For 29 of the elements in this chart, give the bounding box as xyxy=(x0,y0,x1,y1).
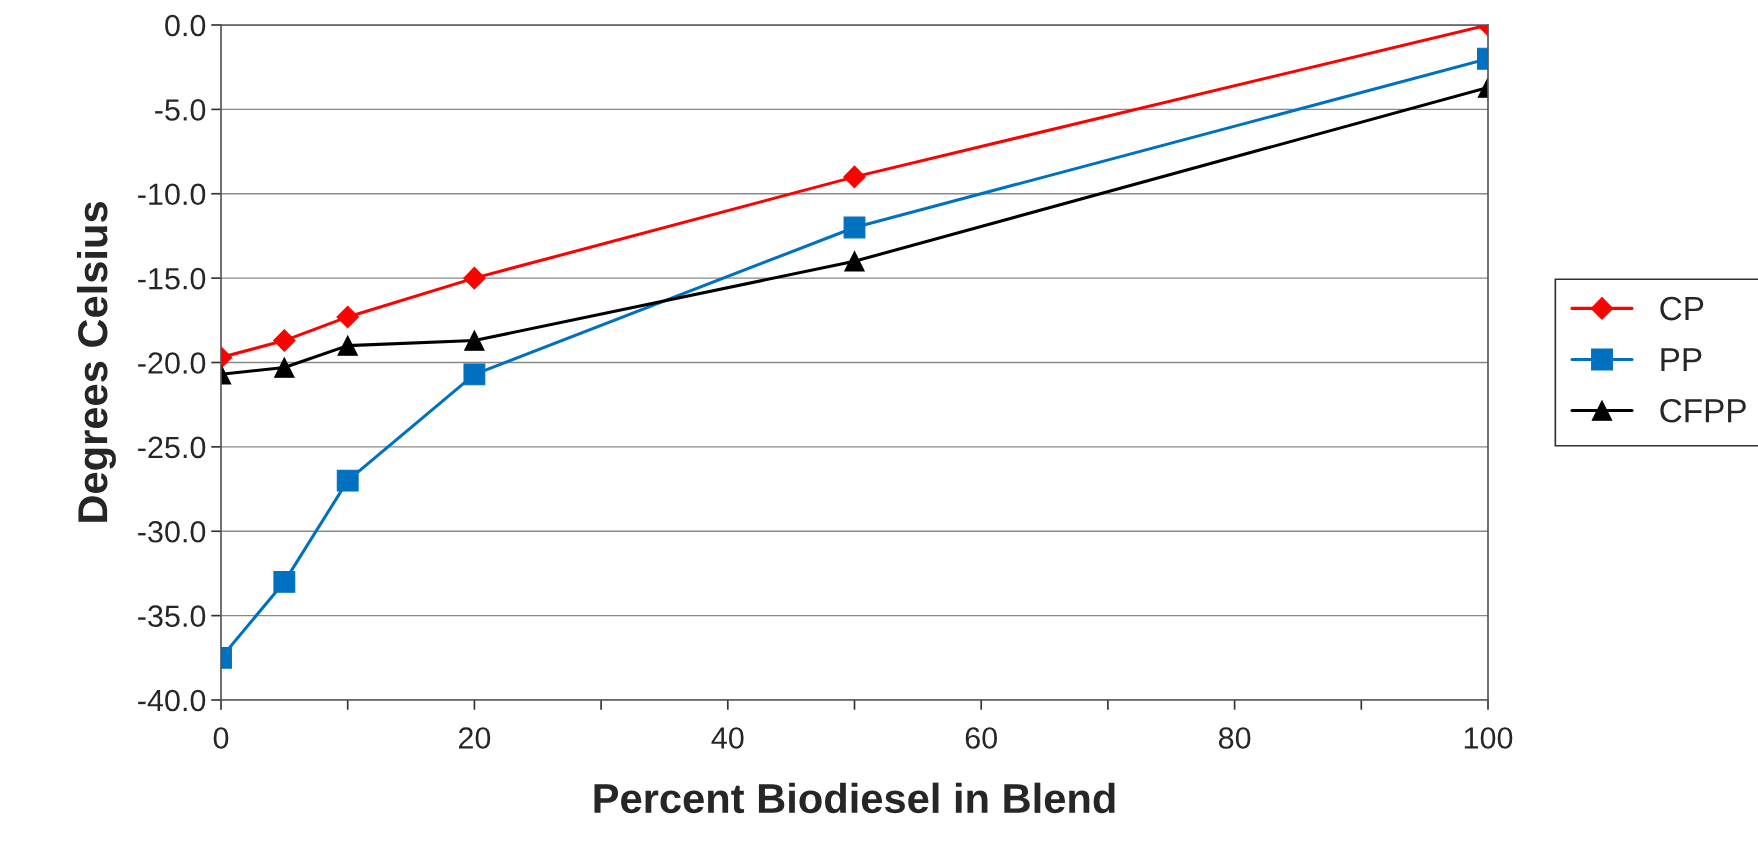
y-tick-label: -5.0 xyxy=(155,99,206,121)
x-axis-title: Percent Biodiesel in Blend xyxy=(594,782,1115,814)
legend-label: CP xyxy=(1660,296,1704,321)
y-axis-title: Degrees Celsius xyxy=(76,202,116,522)
y-tick-label: -10.0 xyxy=(138,183,206,206)
y-tick-label: -20.0 xyxy=(138,352,206,374)
y-tick-label: -35.0 xyxy=(138,605,206,627)
point xyxy=(464,330,485,351)
x-tick-label: 80 xyxy=(1218,727,1251,749)
point xyxy=(273,329,296,352)
x-tick-label: 0 xyxy=(213,727,229,749)
y-tick-label: -15.0 xyxy=(138,267,206,290)
x-tick-label: 40 xyxy=(711,727,744,749)
point xyxy=(463,363,486,386)
x-tick-label: 60 xyxy=(965,727,997,749)
legend-label: PP xyxy=(1661,348,1702,372)
legend-label: CFPP xyxy=(1660,398,1746,423)
y-tick-label: -30.0 xyxy=(138,520,206,543)
point xyxy=(336,469,359,492)
point xyxy=(337,335,358,356)
point xyxy=(463,266,486,290)
point xyxy=(274,357,295,378)
y-tick-label: 0.0 xyxy=(165,14,206,37)
x-tick-label: 20 xyxy=(458,727,491,749)
point xyxy=(336,305,360,329)
point xyxy=(273,570,296,593)
y-tick-label: -40.0 xyxy=(138,689,206,712)
y-tick-label: -25.0 xyxy=(138,436,206,459)
x-tick-label: 100 xyxy=(1464,727,1513,749)
